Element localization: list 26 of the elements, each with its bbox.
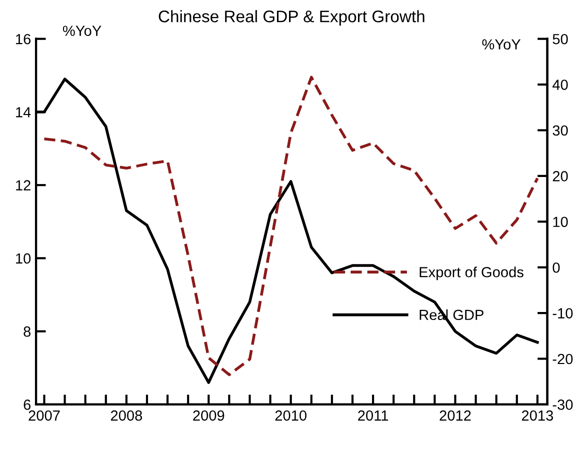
y2-axis-title: %YoY — [482, 39, 521, 50]
x-tick-label: 2009 — [193, 410, 224, 421]
y2-tick-label: 40 — [552, 80, 568, 90]
chart-title: Chinese Real GDP & Export Growth — [158, 10, 424, 26]
x-tick-label: 2011 — [358, 410, 388, 421]
y-tick-label: 14 — [16, 107, 31, 118]
y-tick-label: 10 — [16, 253, 31, 264]
x-tick-label: 2010 — [275, 410, 306, 421]
y2-tick-label: 0 — [552, 262, 560, 273]
x-tick-label: 2012 — [440, 410, 471, 421]
y-tick-label: 8 — [24, 326, 31, 337]
y2-tick-label: -20 — [552, 354, 573, 364]
x-tick-label: 2007 — [28, 410, 60, 421]
legend-label: Export of Goods — [420, 266, 524, 280]
x-tick-label: 2008 — [110, 410, 142, 421]
x-tick-label: 2013 — [522, 410, 554, 421]
y2-tick-label: 10 — [553, 216, 568, 228]
y-tick-label: 12 — [16, 180, 30, 190]
y-axis-title: %YoY — [62, 26, 102, 36]
y2-tick-label: 50 — [552, 34, 568, 44]
y-tick-label: 16 — [16, 34, 31, 44]
y2-tick-label: 20 — [552, 171, 568, 182]
y2-tick-label: 30 — [552, 125, 568, 136]
y-tick-label: 6 — [24, 400, 31, 410]
y2-tick-label: -30 — [552, 400, 573, 410]
y2-tick-label: -10 — [552, 308, 573, 318]
